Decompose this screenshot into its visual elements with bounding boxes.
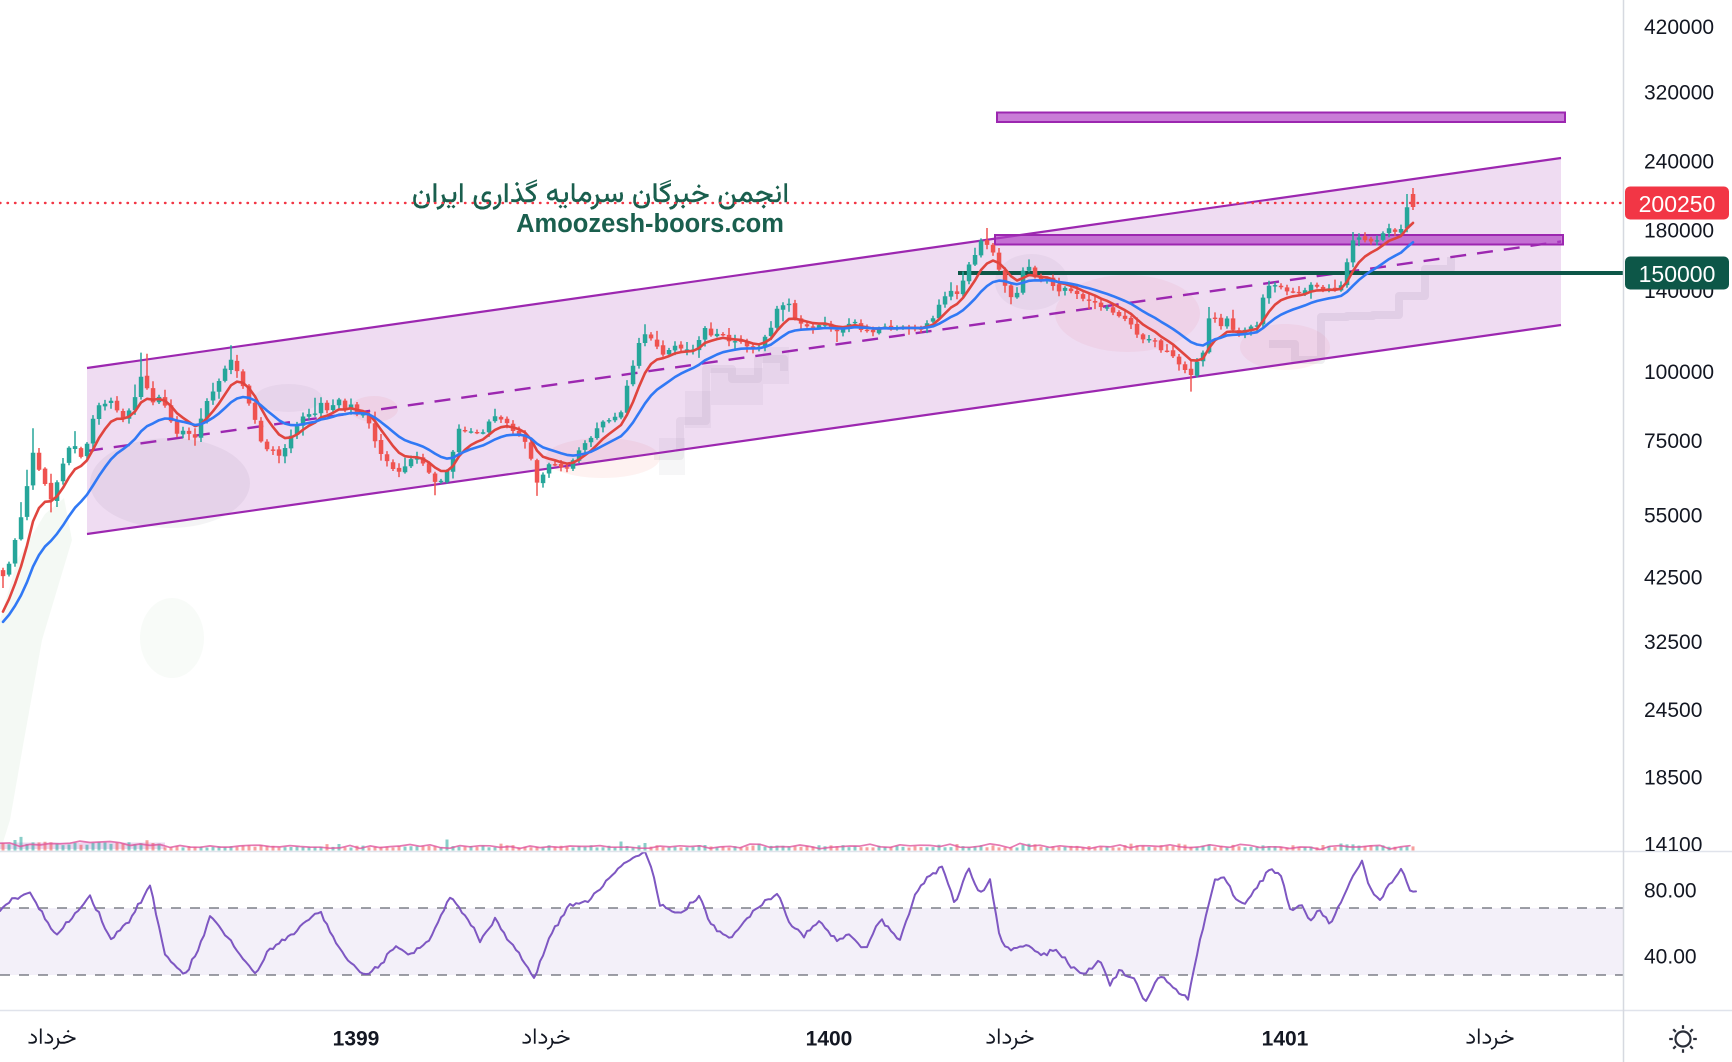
svg-text:80.00: 80.00	[1644, 880, 1697, 903]
svg-text:100000: 100000	[1644, 361, 1714, 384]
svg-text:55000: 55000	[1644, 505, 1702, 528]
svg-text:75000: 75000	[1644, 430, 1702, 453]
svg-text:18500: 18500	[1644, 767, 1702, 790]
svg-text:180000: 180000	[1644, 220, 1714, 243]
svg-text:24500: 24500	[1644, 699, 1702, 722]
svg-text:150000: 150000	[1639, 261, 1716, 287]
svg-text:14100: 14100	[1644, 834, 1702, 857]
svg-text:1400: 1400	[806, 1028, 853, 1051]
svg-text:32500: 32500	[1644, 631, 1702, 654]
svg-text:420000: 420000	[1644, 16, 1714, 39]
svg-text:Amoozesh-boors.com: Amoozesh-boors.com	[516, 210, 784, 238]
svg-text:40.00: 40.00	[1644, 946, 1697, 969]
svg-text:1401: 1401	[1262, 1028, 1309, 1051]
svg-text:1399: 1399	[333, 1028, 380, 1051]
svg-text:42500: 42500	[1644, 567, 1702, 590]
svg-text:240000: 240000	[1644, 151, 1714, 174]
svg-text:320000: 320000	[1644, 81, 1714, 104]
svg-text:200250: 200250	[1639, 191, 1716, 217]
